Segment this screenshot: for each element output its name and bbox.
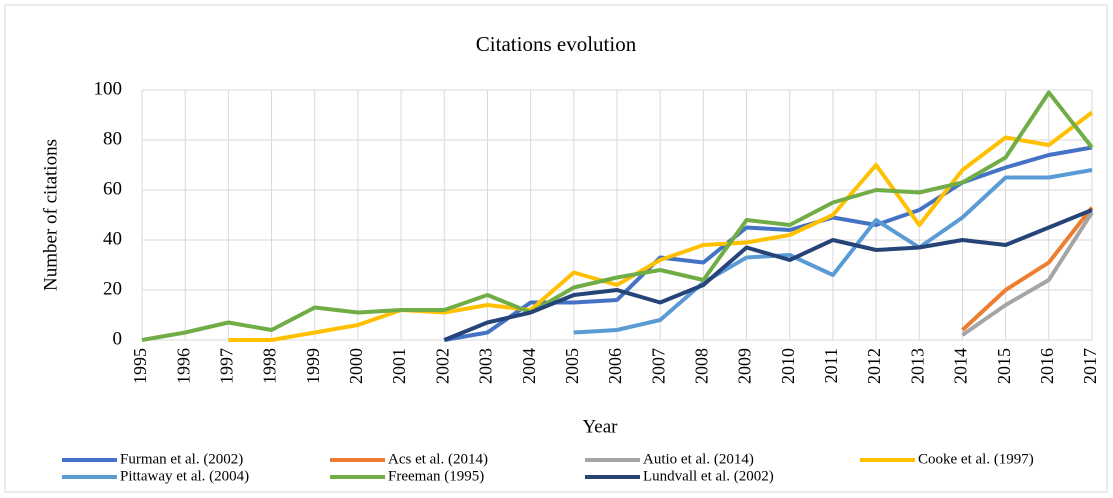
x-tick-label: 2017 — [1080, 348, 1100, 384]
legend-label: Furman et al. (2002) — [120, 451, 243, 467]
x-tick-label: 2011 — [821, 348, 841, 383]
legend-label: Pittaway et al. (2004) — [120, 468, 249, 484]
x-tick-label: 2008 — [691, 348, 711, 384]
x-tick-label: 1997 — [216, 348, 236, 384]
series-line — [573, 168, 1093, 335]
x-tick-label: 2003 — [476, 348, 496, 384]
x-tick-label: 2000 — [346, 348, 366, 384]
series-line — [443, 208, 1093, 342]
x-tick-label: 2006 — [605, 348, 625, 384]
chart-title: Citations evolution — [476, 32, 637, 56]
x-tick-label: 2014 — [951, 348, 971, 384]
y-axis-label: Number of citations — [40, 139, 61, 291]
legend-label: Freeman (1995) — [388, 468, 484, 484]
x-tick-label: 1999 — [303, 348, 323, 384]
series-line — [141, 90, 1094, 342]
y-tick-label: 80 — [103, 128, 122, 149]
legend-label: Acs et al. (2014) — [388, 451, 488, 467]
x-tick-label: 2001 — [389, 348, 409, 384]
x-tick-label: 2004 — [519, 348, 539, 384]
x-tick-label: 2016 — [1037, 348, 1057, 384]
chart-border — [4, 4, 1108, 493]
series-line — [228, 110, 1094, 342]
x-tick-label: 2015 — [994, 348, 1014, 384]
x-axis-label: Year — [582, 416, 618, 437]
x-tick-label: 2007 — [648, 348, 668, 384]
y-tick-label: 100 — [94, 78, 123, 99]
x-tick-label: 2013 — [907, 348, 927, 384]
legend-label: Cooke et al. (1997) — [918, 451, 1034, 467]
y-tick-label: 40 — [103, 228, 122, 249]
x-tick-label: 2005 — [562, 348, 582, 384]
y-tick-label: 0 — [113, 328, 123, 349]
x-tick-label: 1996 — [173, 348, 193, 384]
series-line — [961, 211, 1094, 337]
x-tick-label: 1998 — [260, 348, 280, 384]
series-line — [961, 206, 1094, 332]
x-tick-label: 2002 — [432, 348, 452, 384]
x-tick-label: 2009 — [735, 348, 755, 384]
x-tick-label: 2012 — [864, 348, 884, 384]
legend-label: Lundvall et al. (2002) — [643, 468, 774, 484]
legend-label: Autio et al. (2014) — [643, 451, 754, 467]
y-tick-label: 60 — [103, 178, 122, 199]
y-tick-label: 20 — [103, 278, 122, 299]
x-tick-label: 2010 — [778, 348, 798, 384]
x-tick-label: 1995 — [130, 348, 150, 384]
